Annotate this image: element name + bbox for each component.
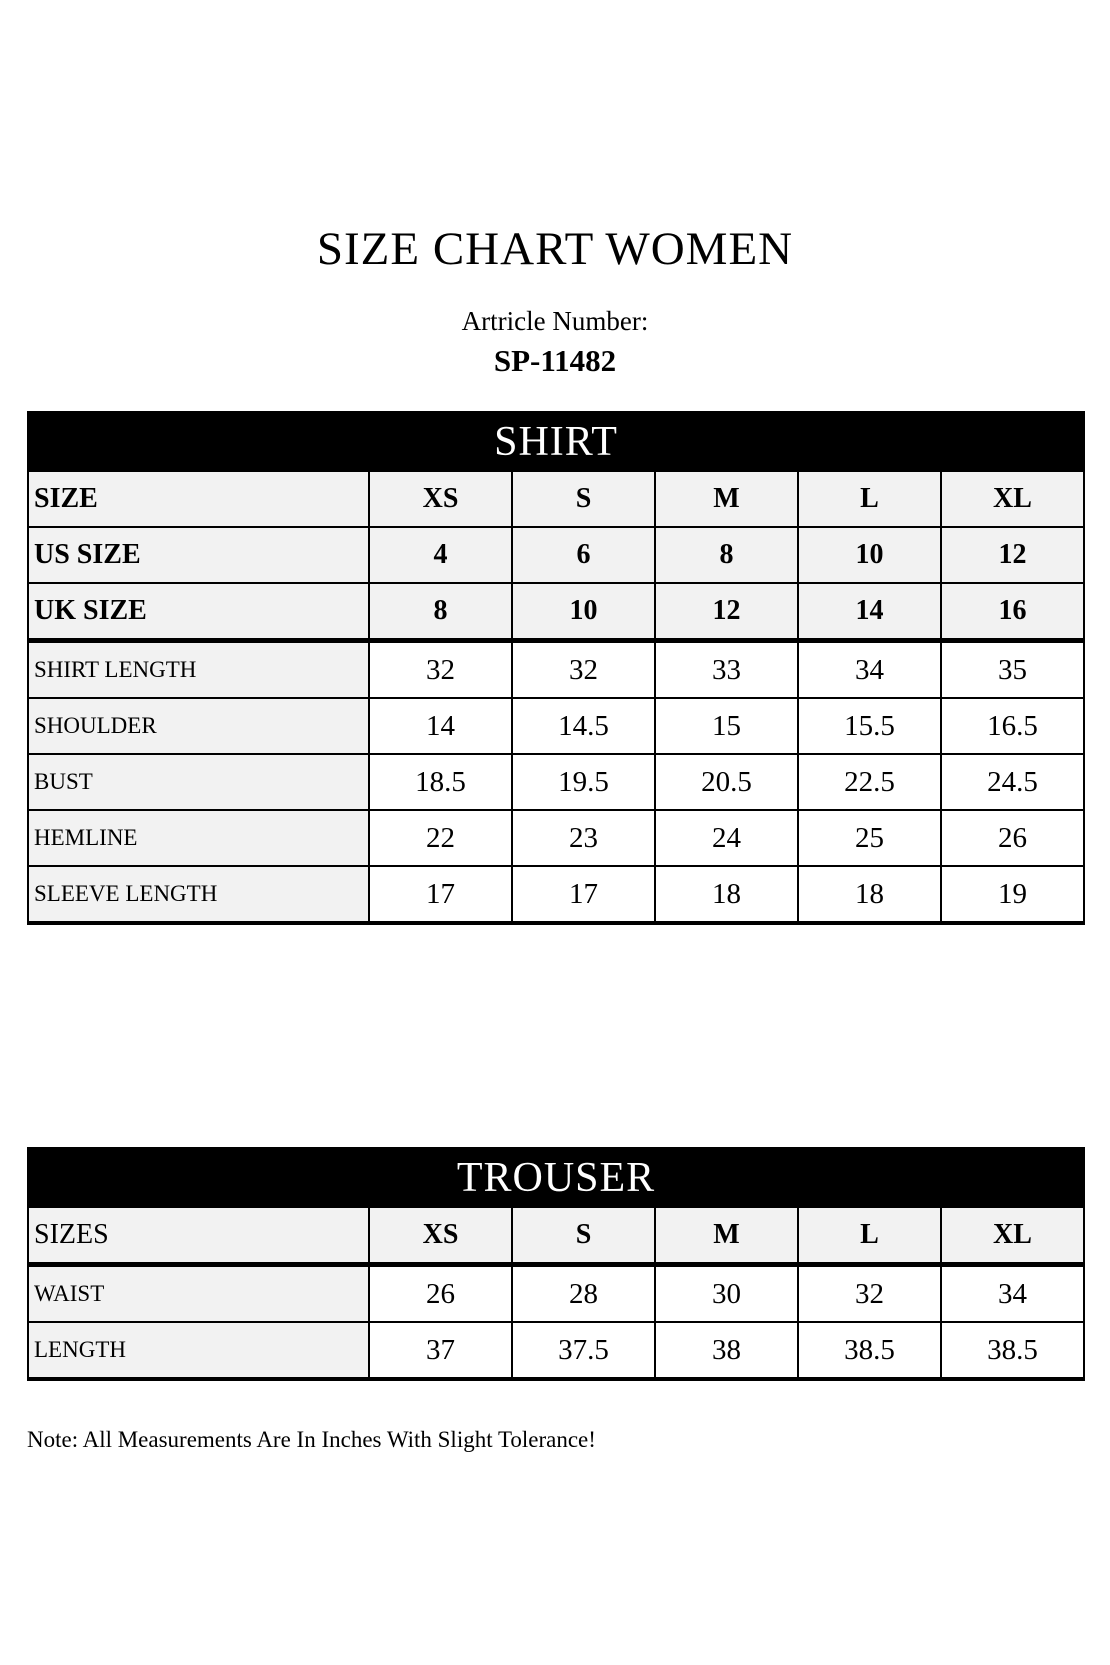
trouser-size-table: TROUSER SIZES XS S M L XL WAIST 26 28 30 32 34 LENGT… [26, 1147, 1086, 1381]
value-cell: L [797, 1206, 942, 1267]
row-label-cell: US SIZE [27, 526, 370, 584]
value-cell: 33 [654, 639, 799, 699]
shirt-table-row-bust: BUST 18.5 19.5 20.5 22.5 24.5 [27, 753, 1086, 811]
measurement-note: Note: All Measurements Are In Inches Wit… [27, 1427, 596, 1452]
shirt-table-row-sleeve-length: SLEEVE LENGTH 17 17 18 18 19 [27, 865, 1086, 925]
value-cell: L [797, 470, 942, 528]
value-cell: 35 [939, 639, 1086, 699]
value-cell: 18 [797, 865, 942, 925]
value-cell: 17 [511, 865, 656, 925]
value-cell: 23 [511, 809, 656, 867]
value-cell: M [654, 1206, 799, 1267]
value-cell: 14 [797, 582, 942, 643]
value-cell: XS [368, 1206, 513, 1267]
value-cell: 22.5 [797, 753, 942, 811]
value-cell: 19.5 [511, 753, 656, 811]
article-number-label: Artricle Number: [461, 306, 649, 336]
value-cell: 8 [654, 526, 799, 584]
value-cell: S [511, 470, 656, 528]
value-cell: XS [368, 470, 513, 528]
value-cell: XL [939, 470, 1086, 528]
value-cell: 26 [939, 809, 1086, 867]
article-number-value: SP-11482 [493, 343, 617, 378]
shirt-table-row-shoulder: SHOULDER 14 14.5 15 15.5 16.5 [27, 697, 1086, 755]
value-cell: 15.5 [797, 697, 942, 755]
value-cell: 8 [368, 582, 513, 643]
value-cell: M [654, 470, 799, 528]
value-cell: 38.5 [939, 1321, 1086, 1381]
value-cell: S [511, 1206, 656, 1267]
trouser-table-row-sizes: SIZES XS S M L XL [27, 1206, 1086, 1267]
shirt-size-table: SHIRT SIZE XS S M L XL US SIZE 4 6 8 10 12 UK SIZE 8 1… [26, 411, 1086, 925]
value-cell: 24 [654, 809, 799, 867]
value-cell: 32 [797, 1263, 942, 1323]
trouser-table-row-length: LENGTH 37 37.5 38 38.5 38.5 [27, 1321, 1086, 1381]
row-label-cell: BUST [27, 753, 370, 811]
value-cell: 20.5 [654, 753, 799, 811]
value-cell: 38 [654, 1321, 799, 1381]
value-cell: 14 [368, 697, 513, 755]
value-cell: 14.5 [511, 697, 656, 755]
row-label-cell: SHIRT LENGTH [27, 639, 370, 699]
row-label-cell: HEMLINE [27, 809, 370, 867]
value-cell: 17 [368, 865, 513, 925]
value-cell: 34 [797, 639, 942, 699]
value-cell: 4 [368, 526, 513, 584]
row-label-cell: WAIST [27, 1263, 370, 1323]
value-cell: 10 [511, 582, 656, 643]
row-label-cell: SLEEVE LENGTH [27, 865, 370, 925]
shirt-table-row-shirt-length: SHIRT LENGTH 32 32 33 34 35 [27, 639, 1086, 699]
shirt-table-row-us-size: US SIZE 4 6 8 10 12 [27, 526, 1086, 584]
row-label-cell: SHOULDER [27, 697, 370, 755]
value-cell: 25 [797, 809, 942, 867]
shirt-table-row-uk-size: UK SIZE 8 10 12 14 16 [27, 582, 1086, 643]
value-cell: 22 [368, 809, 513, 867]
trouser-table-header-row: TROUSER [26, 1147, 1086, 1208]
value-cell: 30 [654, 1263, 799, 1323]
value-cell: 12 [654, 582, 799, 643]
row-label-cell: SIZES [27, 1206, 370, 1267]
value-cell: 32 [511, 639, 656, 699]
shirt-table-title: SHIRT [26, 411, 1086, 472]
row-label-cell: LENGTH [27, 1321, 370, 1381]
value-cell: 6 [511, 526, 656, 584]
value-cell: 37 [368, 1321, 513, 1381]
value-cell: 24.5 [939, 753, 1086, 811]
value-cell: 34 [939, 1263, 1086, 1323]
row-label-cell: UK SIZE [27, 582, 370, 643]
value-cell: 19 [939, 865, 1086, 925]
value-cell: 38.5 [797, 1321, 942, 1381]
trouser-table-row-waist: WAIST 26 28 30 32 34 [27, 1263, 1086, 1323]
trouser-table-title: TROUSER [26, 1147, 1086, 1208]
value-cell: 26 [368, 1263, 513, 1323]
value-cell: 16.5 [939, 697, 1086, 755]
page-title: SIZE CHART WOMEN [316, 223, 794, 275]
value-cell: 15 [654, 697, 799, 755]
shirt-table-header-row: SHIRT [26, 411, 1086, 472]
value-cell: 10 [797, 526, 942, 584]
value-cell: 16 [939, 582, 1086, 643]
shirt-table-row-hemline: HEMLINE 22 23 24 25 26 [27, 809, 1086, 867]
value-cell: 18.5 [368, 753, 513, 811]
value-cell: 18 [654, 865, 799, 925]
shirt-table-row-size: SIZE XS S M L XL [27, 470, 1086, 528]
value-cell: 28 [511, 1263, 656, 1323]
row-label-cell: SIZE [27, 470, 370, 528]
value-cell: XL [939, 1206, 1086, 1267]
value-cell: 37.5 [511, 1321, 656, 1381]
value-cell: 32 [368, 639, 513, 699]
value-cell: 12 [939, 526, 1086, 584]
